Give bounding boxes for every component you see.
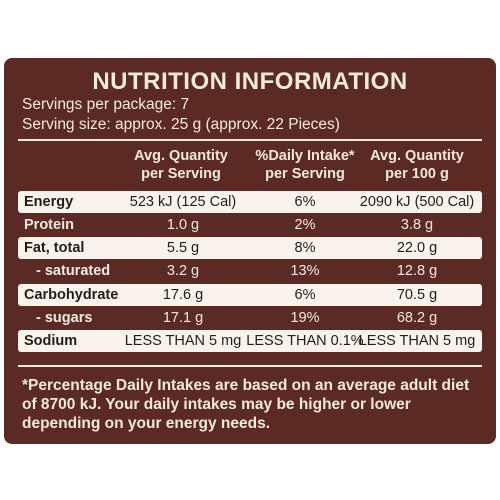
cell-per-serving: 5.5 g [166,240,200,256]
column-header-daily-intake-line2: per Serving [265,166,345,182]
row-label: - saturated [36,263,111,279]
row-label: Fat, total [24,240,85,256]
row-label: - sugars [36,310,93,326]
cell-daily-intake: 2% [294,217,316,233]
row-label: Carbohydrate [24,287,119,303]
column-header-daily-intake-line1: %Daily Intake* [255,148,355,164]
column-header-per-serving-line2: per Serving [141,166,221,182]
column-header-per-serving-line1: Avg. Quantity [134,148,228,164]
servings-per-package: Servings per package: 7 [22,96,190,113]
nutrition-panel: NUTRITION INFORMATION Servings per packa… [4,58,496,444]
row-fat-total: Fat, total 5.5 g 8% 22.0 g [18,237,482,259]
daily-intake-footnote: *Percentage Daily Intakes are based on a… [22,377,470,432]
cell-per-100g: 2090 kJ (500 Cal) [359,194,475,210]
row-sodium: Sodium LESS THAN 5 mg LESS THAN 0.1% LES… [18,330,482,352]
column-header-daily-intake: %Daily Intake* per Serving [230,147,380,183]
column-header-per-100g-line2: per 100 g [385,166,449,182]
cell-daily-intake: 19% [290,310,320,326]
serving-size: Serving size: approx. 25 g (approx. 22 P… [22,116,340,133]
row-energy: Energy 523 kJ (125 Cal) 6% 2090 kJ (500 … [18,191,482,213]
row-label: Sodium [24,333,78,349]
row-carbohydrate: Carbohydrate 17.6 g 6% 70.5 g [18,284,482,306]
cell-per-serving: 3.2 g [166,263,200,279]
cell-per-100g: LESS THAN 5 mg [358,333,476,349]
cell-per-serving: 17.6 g [162,287,204,303]
cell-per-100g: 3.8 g [400,217,434,233]
cell-per-serving: 523 kJ (125 Cal) [129,194,237,210]
cell-per-serving: LESS THAN 5 mg [124,333,242,349]
cell-per-100g: 22.0 g [396,240,438,256]
footer-divider [18,365,482,367]
row-label: Protein [24,217,74,233]
cell-daily-intake: 6% [294,194,316,210]
cell-per-serving: 1.0 g [166,217,200,233]
cell-per-100g: 68.2 g [396,310,438,326]
cell-daily-intake: LESS THAN 0.1% [246,333,364,349]
row-protein: Protein 1.0 g 2% 3.8 g [18,214,482,236]
row-label: Energy [24,194,74,210]
cell-daily-intake: 8% [294,240,316,256]
cell-per-100g: 12.8 g [396,263,438,279]
cell-per-100g: 70.5 g [396,287,438,303]
row-sugars: - sugars 17.1 g 19% 68.2 g [18,307,482,329]
cell-daily-intake: 13% [290,263,320,279]
column-header-per-100g-line1: Avg. Quantity [370,148,464,164]
column-header-per-serving: Avg. Quantity per Serving [106,147,256,183]
cell-per-serving: 17.1 g [162,310,204,326]
cell-daily-intake: 6% [294,287,316,303]
column-header-per-100g: Avg. Quantity per 100 g [342,147,492,183]
nutrition-title: NUTRITION INFORMATION [92,68,408,95]
header-divider [18,139,482,141]
row-saturated: - saturated 3.2 g 13% 12.8 g [18,260,482,282]
